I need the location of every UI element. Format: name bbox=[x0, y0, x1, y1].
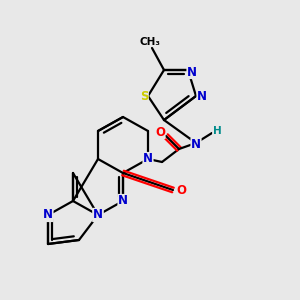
Text: N: N bbox=[143, 152, 153, 166]
Text: S: S bbox=[140, 89, 148, 103]
Text: N: N bbox=[93, 208, 103, 221]
Text: N: N bbox=[197, 89, 207, 103]
Text: CH₃: CH₃ bbox=[140, 37, 160, 47]
Text: N: N bbox=[187, 65, 197, 79]
Text: N: N bbox=[93, 208, 103, 221]
Text: N: N bbox=[118, 194, 128, 208]
Text: O: O bbox=[155, 125, 165, 139]
Text: N: N bbox=[191, 139, 201, 152]
Text: N: N bbox=[43, 208, 53, 221]
Text: O: O bbox=[176, 184, 186, 196]
Text: H: H bbox=[213, 126, 221, 136]
